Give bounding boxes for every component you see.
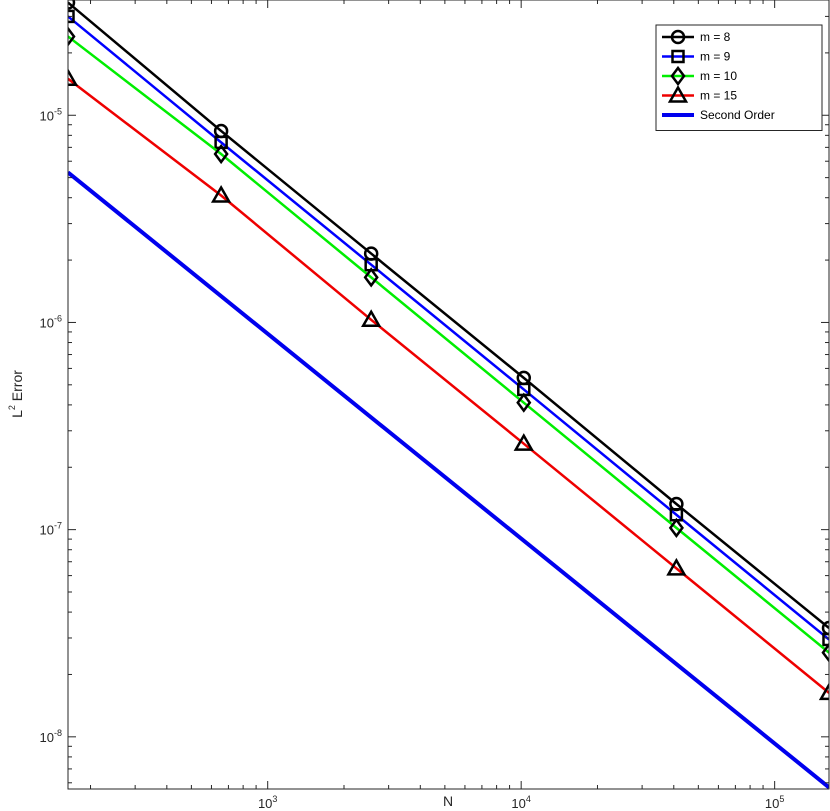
y-axis-title-base: L: [9, 410, 25, 418]
data-point-marker: [361, 309, 382, 328]
y-tick-label: 10-8: [40, 728, 62, 745]
legend-label: Second Order: [700, 108, 775, 122]
legend-entry: m = 10: [662, 65, 737, 87]
y-tick-label: 10-5: [40, 106, 62, 123]
y-tick-label: 10-6: [40, 313, 62, 330]
x-tick-label-exp: 3: [272, 794, 277, 804]
data-point-marker: [68, 68, 79, 87]
legend-label: m = 15: [700, 89, 737, 103]
series-4: [68, 170, 829, 789]
y-tick-label-base: 10: [40, 108, 54, 123]
y-tick-label-base: 10: [40, 523, 54, 538]
x-tick-label-base: 10: [511, 796, 525, 811]
y-axis-title: L2 Error: [7, 370, 25, 418]
legend-entry: m = 15: [662, 84, 737, 103]
legend-label: m = 8: [700, 30, 731, 44]
x-tick-label: 103: [258, 794, 277, 811]
legend-marker: [670, 29, 686, 45]
y-tick-label-exp: -7: [54, 521, 62, 531]
data-point-marker: [818, 682, 829, 701]
y-axis-title-sup: 2: [7, 405, 17, 410]
x-tick-label-base: 10: [258, 796, 272, 811]
series-line: [68, 15, 829, 641]
legend-label: m = 10: [700, 69, 737, 83]
legend-marker: [667, 84, 689, 103]
x-axis-title: N: [443, 793, 453, 809]
data-point-marker: [513, 433, 534, 451]
y-tick-label-exp: -5: [54, 106, 62, 116]
data-point-marker: [363, 267, 379, 288]
data-point-marker: [821, 620, 829, 636]
legend: m = 8 m = 9 m = 10 m = 15 Second Order: [655, 24, 823, 131]
legend-entry: m = 9: [662, 50, 731, 64]
legend-label: m = 9: [700, 50, 731, 64]
data-point-marker: [668, 517, 684, 538]
series-line: [68, 35, 829, 654]
data-point-marker: [68, 0, 76, 10]
data-point-marker: [210, 184, 232, 203]
series-line: [68, 1, 829, 630]
y-tick-label-exp: -8: [54, 728, 62, 738]
data-point-marker: [213, 143, 229, 165]
y-tick-label: 10-7: [40, 521, 62, 538]
x-tick-label-exp: 5: [779, 794, 784, 804]
x-tick-label-base: 10: [765, 796, 779, 811]
data-point-marker: [821, 642, 829, 663]
x-tick-label: 104: [511, 794, 530, 811]
data-point-marker: [68, 26, 76, 47]
series-layer: [68, 0, 829, 789]
series-line: [68, 77, 829, 694]
data-point-marker: [666, 557, 687, 576]
y-tick-label-base: 10: [40, 315, 54, 330]
x-tick-label-exp: 4: [526, 794, 531, 804]
axes-box: [67, 0, 830, 790]
plot-area: [68, 0, 829, 789]
y-tick-label-base: 10: [40, 730, 54, 745]
x-tick-label: 105: [765, 794, 784, 811]
y-axis-title-rest: Error: [9, 370, 25, 405]
series-line: [68, 170, 829, 789]
legend-entry: m = 8: [662, 29, 731, 45]
series-2: [68, 26, 829, 663]
series-3: [68, 68, 829, 701]
data-point-marker: [68, 9, 75, 24]
y-tick-label-exp: -6: [54, 313, 62, 323]
legend-marker: [670, 65, 686, 87]
data-point-marker: [516, 392, 532, 413]
data-point-marker: [822, 632, 829, 647]
legend-marker: [671, 49, 685, 64]
legend-entry: Second Order: [662, 108, 775, 122]
